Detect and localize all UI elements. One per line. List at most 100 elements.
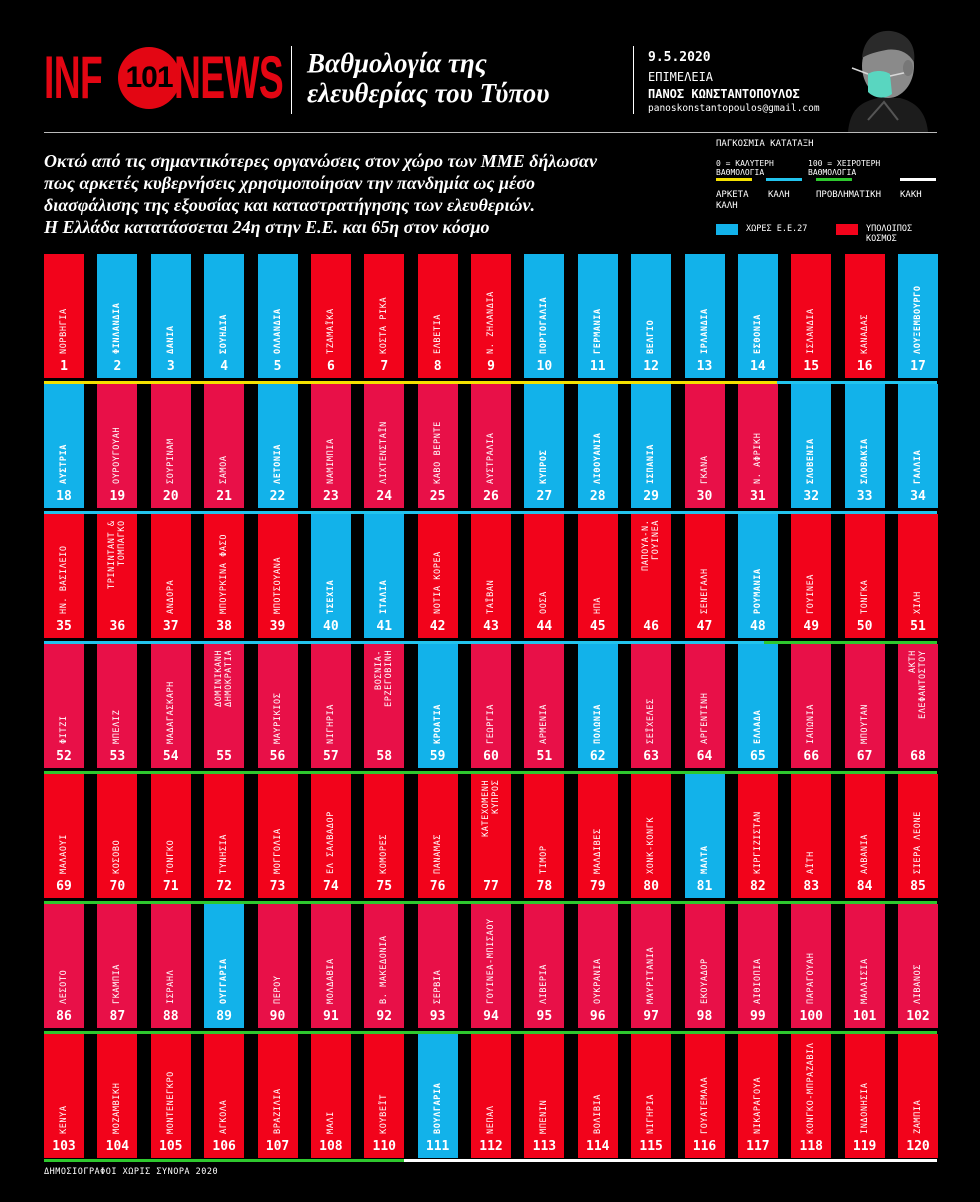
rank-number: 1	[60, 359, 68, 374]
country-cell: ΚΙΡΓΙΖΙΣΤΑΝ 82	[737, 774, 778, 898]
country-name: ΜΑΛΙ	[325, 1111, 336, 1134]
rank-number: 116	[692, 1139, 717, 1154]
rank-number: 47	[696, 619, 713, 634]
category-separator-line	[44, 901, 937, 904]
rank-number: 46	[643, 619, 659, 634]
legend-label-rest-l2: ΚΟΣΜΟΣ	[866, 234, 897, 244]
rank-number: 108	[319, 1139, 343, 1154]
country-cell: ΑΓΚΟΛΑ 106	[204, 1034, 245, 1158]
intro-text: Οκτώ από τις σημαντικότερες οργανώσεις σ…	[44, 150, 704, 238]
country-name: ΓΚΑΜΠΙΑ	[112, 963, 123, 1004]
rank-number: 35	[56, 619, 72, 634]
country-name: ΜΟΛΔΑΒΙΑ	[325, 958, 336, 1004]
rank-number: 10	[536, 359, 553, 374]
rank-number: 15	[803, 359, 820, 374]
country-cell: ΝΕΠΑΛ 112	[471, 1034, 511, 1158]
country-cell: ΑΙΘΙΟΠΙΑ 99	[737, 904, 778, 1028]
country-cell: ΣΛΟΒΑΚΙΑ 33	[844, 384, 885, 508]
country-cell: ΟΥΓΓΑΡΙΑ 89	[204, 904, 245, 1028]
country-cell: ΤΑΪΒΑΝ 43	[471, 514, 511, 638]
rank-number: 98	[696, 1009, 713, 1024]
rank-number: 34	[910, 489, 926, 504]
rank-number: 78	[536, 879, 553, 894]
country-cell: ΜΑΥΡΙΤΑΝΙΑ 97	[631, 904, 672, 1028]
country-cell: ΠΑΝΑΜΑΣ 76	[417, 774, 458, 898]
country-name: ΔΑΝΙΑ	[165, 325, 176, 354]
country-name: ΚΟΣΟΒΟ	[112, 839, 123, 874]
country-name: ΟΥΓΓΑΡΙΑ	[219, 958, 230, 1004]
country-cell: ΠΑΠΟΥΑ-Ν. ΓΟΥΙΝΕΑ 46	[631, 514, 672, 638]
title-line-2: ελευθερίας του Τύπου	[307, 78, 550, 108]
rank-number: 23	[323, 489, 339, 504]
rank-number: 69	[56, 879, 72, 894]
country-name: ΒΟΛΙΒΙΑ	[592, 1093, 603, 1134]
author-email[interactable]: panoskonstantopoulos@gmail.com	[648, 103, 820, 114]
country-name: ΜΠΟΥΤΑΝ	[859, 703, 870, 744]
category-separator-line	[777, 381, 937, 384]
country-name: ΓΕΡΜΑΝΙΑ	[592, 308, 603, 354]
country-name: ΚΕΝΥΑ	[59, 1105, 69, 1134]
country-name: ΜΑΛΑΟΥΙ	[59, 833, 69, 874]
country-name: ΜΟΓΓΟΛΙΑ	[272, 828, 283, 874]
rank-number: 26	[483, 489, 499, 504]
country-cell: ΜΟΛΔΑΒΙΑ 91	[310, 904, 351, 1028]
rank-number: 40	[323, 619, 339, 634]
country-cell: ΠΕΡΟΥ 90	[257, 904, 298, 1028]
rank-number: 83	[803, 879, 820, 894]
country-cell: ΛΕΤΟΝΙΑ 22	[257, 384, 298, 508]
infonews-logo[interactable]: INF 101 NEWS	[44, 40, 284, 116]
country-name: ΣΛΟΒΕΝΙΑ	[806, 438, 817, 484]
country-name: ΒΟΥΛΓΑΡΙΑ	[432, 1082, 443, 1134]
rank-number: 45	[589, 619, 606, 634]
country-cell: ΛΙΘΟΥΑΝΙΑ 28	[577, 384, 618, 508]
rank-number: 79	[589, 879, 606, 894]
country-name: ΠΑΠΟΥΑ-Ν. ΓΟΥΙΝΕΑ	[641, 520, 662, 572]
country-name: ΙΤΑΛΙΑ	[379, 579, 390, 614]
byline: 9.5.2020 ΕΠΙΜΕΛΕΙΑ ΠΑΝΟΣ ΚΩΝΣΤΑΝΤΟΠΟΥΛΟΣ…	[648, 48, 820, 116]
country-name: ΣΑΜΟΑ	[219, 455, 230, 484]
country-name: ΕΛ ΣΑΛΒΑΔΟΡ	[325, 811, 336, 874]
rank-number: 60	[483, 749, 499, 764]
country-name: ΛΟΥΞΕΜΒΟΥΡΓΟ	[913, 285, 923, 354]
country-cell: ΜΑΛΑΟΥΙ 69	[44, 774, 84, 898]
country-cell: ΗΠΑ 45	[577, 514, 618, 638]
rank-number: 42	[429, 619, 446, 634]
rank-number: 12	[643, 359, 659, 374]
country-cell: ΣΟΥΡΙΝΑΜ 20	[150, 384, 191, 508]
legend-label-fairly-good-l1: ΑΡΚΕΤΑ	[716, 190, 749, 200]
rank-number: 103	[52, 1139, 76, 1154]
country-cell: ΟΛΛΑΝΔΙΑ 5	[257, 254, 298, 378]
country-name: ΟΥΡΟΥΓΟΥΑΗ	[112, 426, 123, 484]
country-cell: ΜΑΛΤΑ 81	[684, 774, 725, 898]
country-name: ΧΟΝΚ-ΚΟΝΓΚ	[646, 816, 657, 874]
country-name: ΝΙΚΑΡΑΓΟΥΑ	[752, 1076, 763, 1134]
country-cell: ΚΟΝΓΚΟ-ΜΠΡΑΖΑΒΙΛ 118	[791, 1034, 832, 1158]
legend-label-fairly-good-l2: ΚΑΛΗ	[716, 201, 738, 211]
country-cell: ΟΥΚΡΑΝΙΑ 96	[577, 904, 618, 1028]
country-cell: ΒΟΣΝΙΑ-ΕΡΖΕΓΟΒΙΝΗ 58	[364, 644, 405, 768]
rank-number: 111	[425, 1139, 450, 1154]
rank-number: 70	[109, 879, 126, 894]
logo-number: 101	[125, 61, 173, 94]
country-cell: ΜΟΝΤΕΝΕΓΚΡΟ 105	[150, 1034, 191, 1158]
rank-number: 53	[109, 749, 126, 764]
logo-circle: 101	[118, 47, 180, 109]
rank-number: 77	[483, 879, 499, 894]
rank-number: 44	[536, 619, 553, 634]
rank-number: 67	[856, 749, 873, 764]
legend-bar-fairly-good	[716, 178, 752, 181]
legend-bar-problematic	[816, 178, 852, 181]
country-cell: ΚΟΣΟΒΟ 70	[97, 774, 138, 898]
country-name: ΓΕΩΡΓΙΑ	[486, 703, 496, 744]
rank-number: 52	[56, 749, 72, 764]
legend-label-problematic: ΠΡΟΒΛΗΜΑΤΙΚΗ	[816, 190, 882, 200]
country-name: ΣΟΥΗΔΙΑ	[219, 313, 230, 354]
country-name: ΚΑΝΑΔΑΣ	[859, 313, 870, 354]
rank-number: 81	[696, 879, 713, 894]
country-name: ΣΕΪΧΕΛΕΣ	[646, 698, 657, 744]
rank-number: 94	[483, 1009, 499, 1024]
legend-scale-best: 0 = ΚΑΛΥΤΕΡΗ ΒΑΘΜΟΛΟΓΙΑ	[716, 159, 774, 177]
country-cell: ΓΑΛΛΙΑ 34	[898, 384, 938, 508]
country-name: ΣΕΝΕΓΑΛΗ	[699, 568, 710, 614]
country-name: ΒΟΣΝΙΑ-ΕΡΖΕΓΟΒΙΝΗ	[374, 650, 395, 708]
